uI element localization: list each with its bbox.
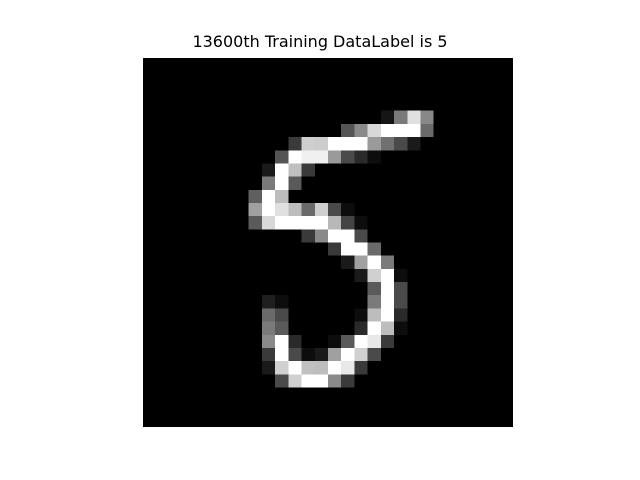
digit-image <box>143 58 513 427</box>
figure-title: 13600th Training DataLabel is 5 <box>192 32 448 51</box>
